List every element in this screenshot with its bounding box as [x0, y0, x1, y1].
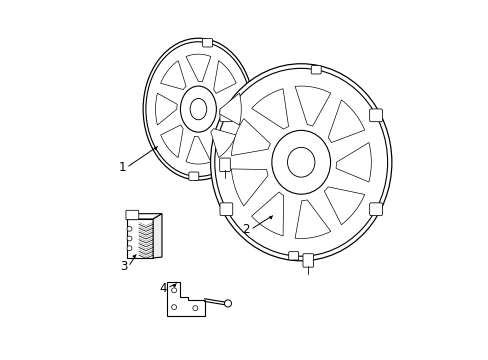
Circle shape: [127, 236, 132, 241]
Text: 3: 3: [120, 260, 127, 273]
Polygon shape: [185, 54, 210, 82]
Polygon shape: [324, 187, 364, 225]
Ellipse shape: [180, 86, 216, 132]
Circle shape: [171, 305, 176, 310]
Text: 1: 1: [118, 161, 126, 174]
FancyBboxPatch shape: [288, 252, 298, 260]
Ellipse shape: [145, 42, 250, 176]
Polygon shape: [294, 86, 330, 126]
Polygon shape: [153, 214, 162, 258]
Polygon shape: [210, 129, 236, 158]
Ellipse shape: [214, 68, 387, 256]
Circle shape: [127, 246, 132, 251]
FancyBboxPatch shape: [202, 39, 212, 47]
Polygon shape: [167, 282, 204, 316]
Polygon shape: [294, 200, 330, 238]
Polygon shape: [213, 60, 236, 93]
Circle shape: [224, 300, 231, 307]
FancyBboxPatch shape: [311, 66, 321, 74]
FancyBboxPatch shape: [220, 109, 232, 122]
Polygon shape: [126, 214, 162, 219]
FancyBboxPatch shape: [303, 254, 313, 267]
Ellipse shape: [287, 147, 314, 177]
FancyBboxPatch shape: [219, 158, 230, 171]
Polygon shape: [160, 60, 186, 90]
Text: 2: 2: [242, 223, 249, 236]
Polygon shape: [219, 93, 241, 125]
FancyBboxPatch shape: [126, 219, 153, 258]
Polygon shape: [335, 143, 370, 182]
Polygon shape: [327, 100, 364, 143]
FancyBboxPatch shape: [220, 203, 232, 216]
Polygon shape: [185, 136, 210, 164]
FancyBboxPatch shape: [188, 172, 199, 180]
Polygon shape: [160, 125, 183, 158]
Text: 4: 4: [159, 282, 166, 294]
Polygon shape: [251, 192, 283, 236]
Ellipse shape: [271, 130, 330, 194]
Ellipse shape: [210, 64, 391, 261]
Circle shape: [192, 306, 198, 311]
FancyBboxPatch shape: [369, 109, 382, 122]
Polygon shape: [231, 169, 267, 206]
Circle shape: [171, 288, 176, 293]
Ellipse shape: [190, 99, 206, 120]
Polygon shape: [251, 89, 288, 129]
FancyBboxPatch shape: [369, 203, 382, 216]
Ellipse shape: [143, 38, 253, 180]
Polygon shape: [231, 118, 270, 156]
FancyBboxPatch shape: [126, 210, 139, 220]
Circle shape: [127, 226, 132, 231]
Polygon shape: [155, 93, 177, 125]
